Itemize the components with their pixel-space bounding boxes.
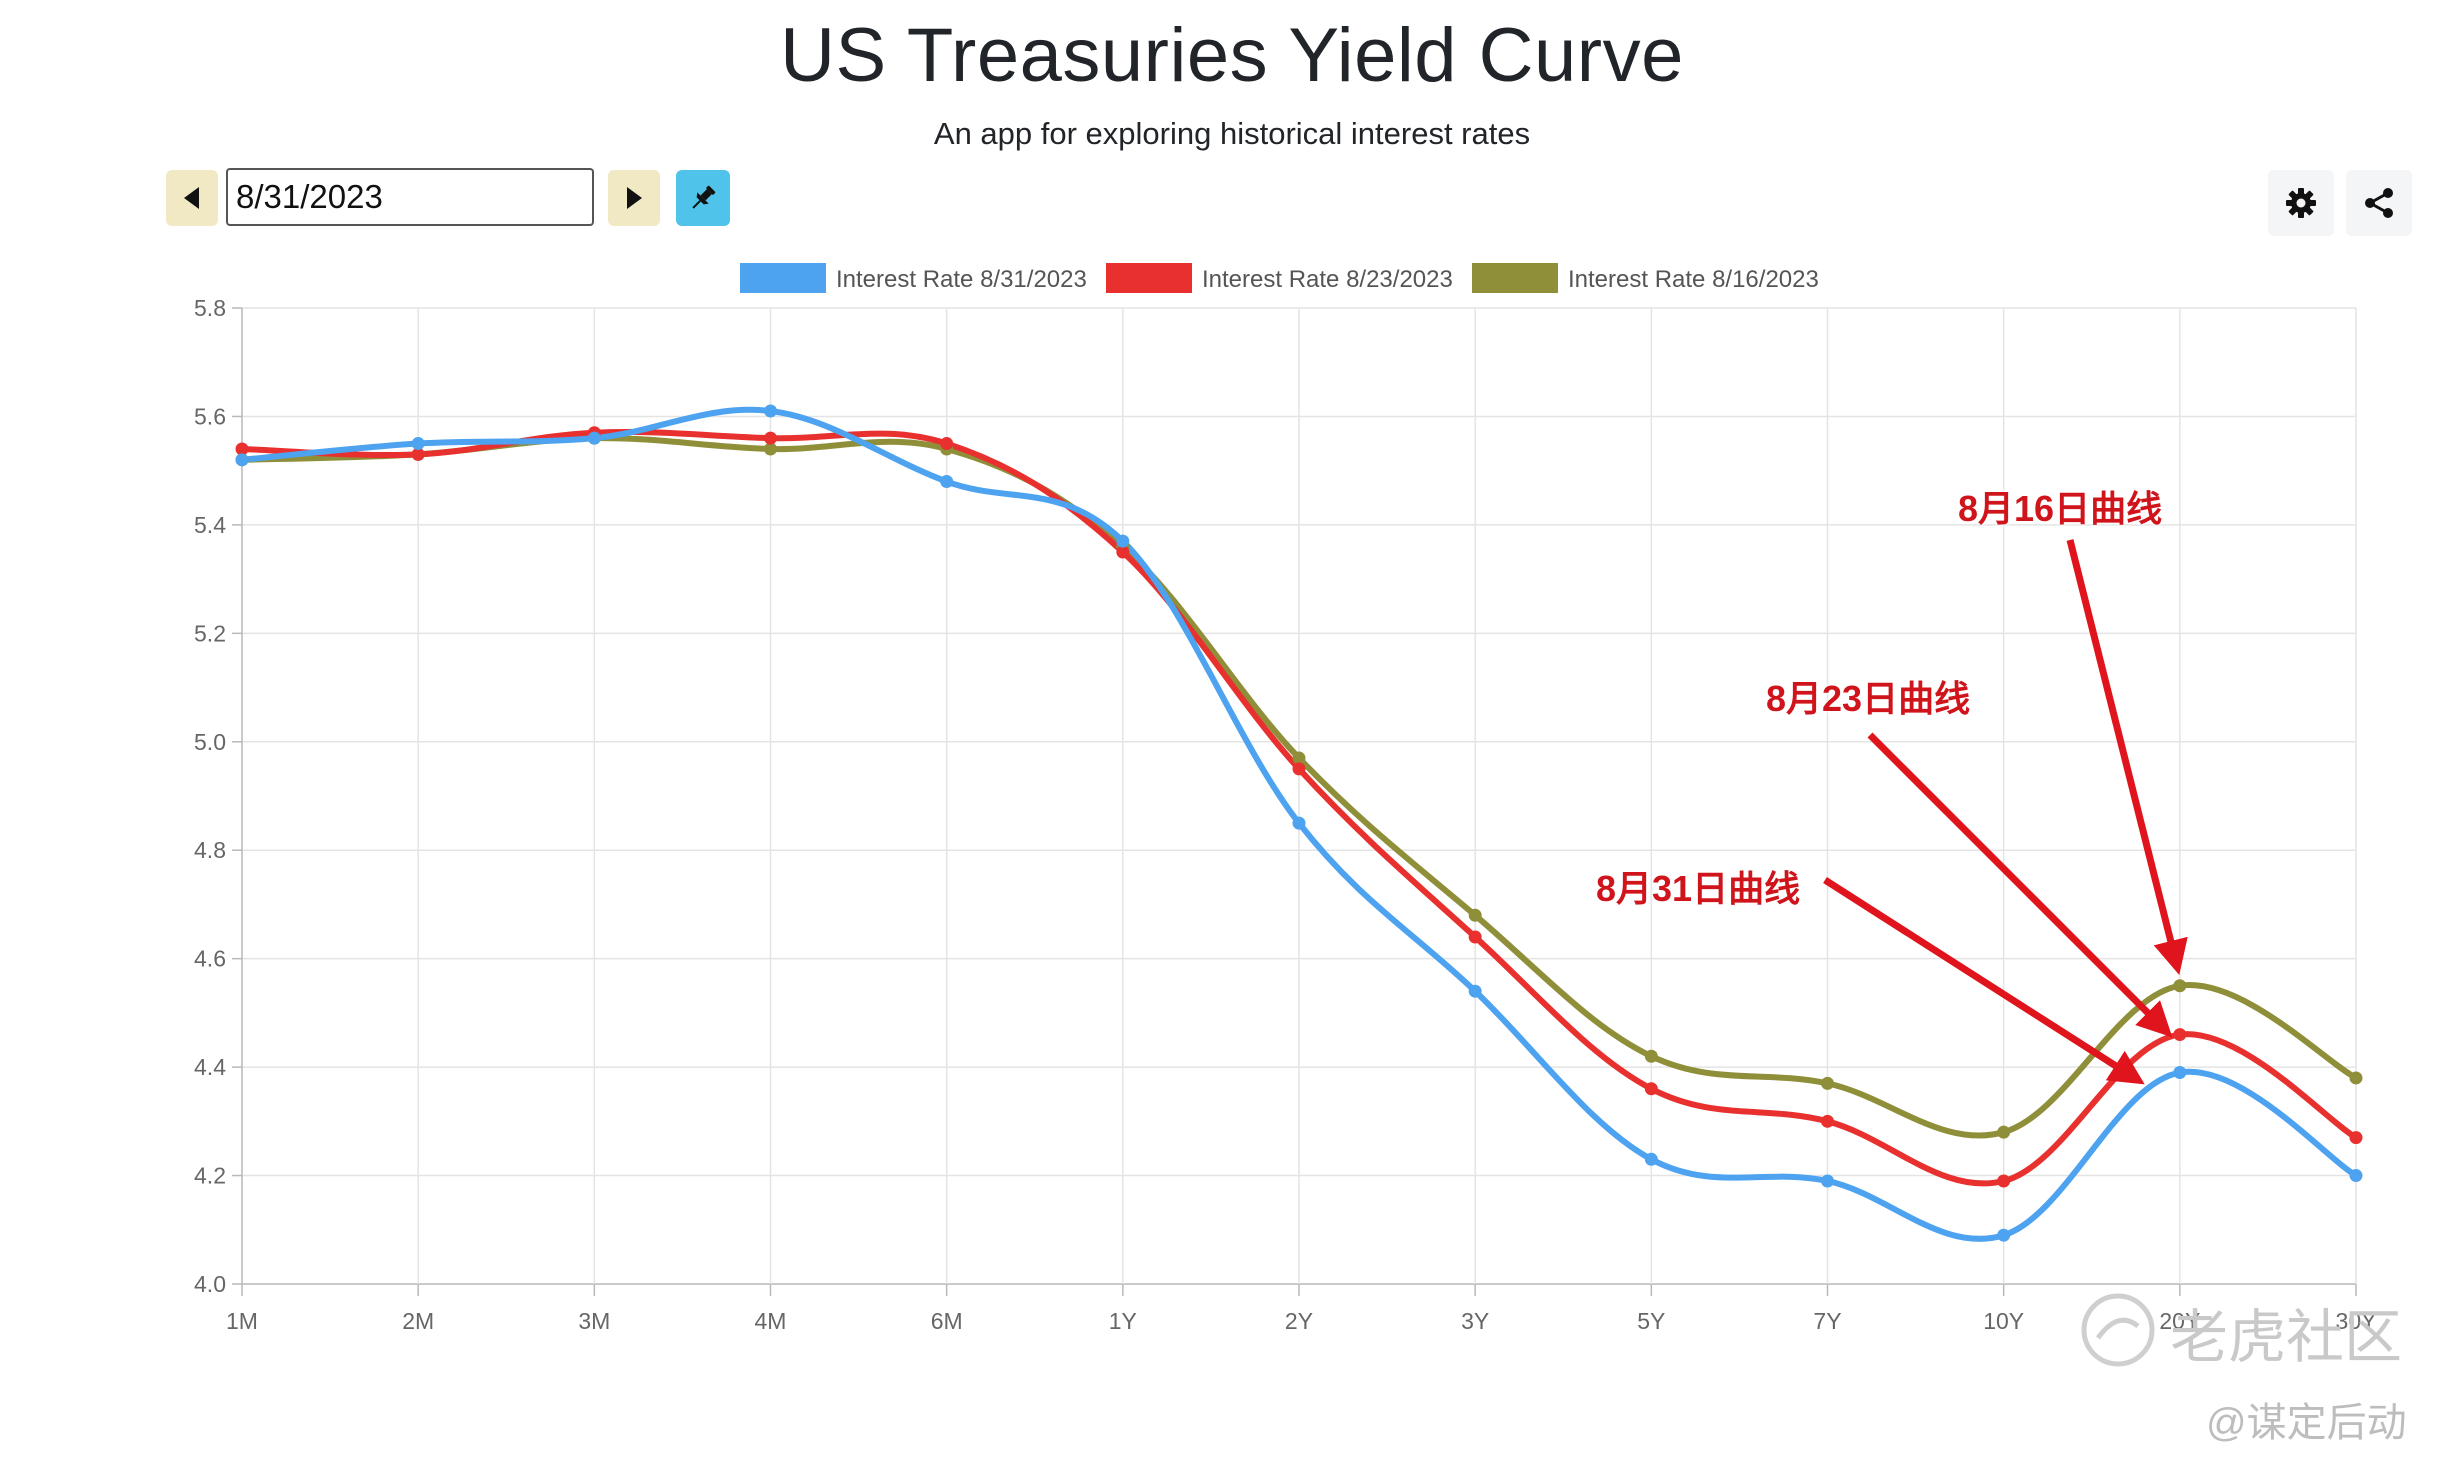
- x-tick-label: 7Y: [1813, 1308, 1841, 1334]
- axes: 4.0 4.2 4.4 4.6 4.8 5.0 5.2 5.4 5.6 5.8 1M 2M 3M 4M 6M…: [194, 295, 2376, 1334]
- legend-label: Interest Rate 8/23/2023: [1202, 266, 1453, 293]
- legend-label: Interest Rate 8/31/2023: [836, 266, 1087, 293]
- y-tick-label: 4.6: [194, 946, 226, 972]
- arrow-8-16: [2066, 539, 2188, 975]
- annotation-aug16: 8月16日曲线: [1958, 488, 2163, 529]
- data-point[interactable]: [1292, 762, 1306, 776]
- data-point[interactable]: [1821, 1174, 1834, 1188]
- x-tick-label: 5Y: [1637, 1308, 1665, 1334]
- y-tick-label: 4.0: [194, 1271, 226, 1297]
- pin-button[interactable]: [676, 170, 730, 226]
- watermark-logo-icon: [2081, 1293, 2155, 1367]
- legend-item[interactable]: Interest Rate 8/31/2023: [740, 263, 1087, 293]
- watermark-brand: 老虎社区: [2170, 1305, 2403, 1370]
- x-tick-label: 30Y: [2336, 1308, 2377, 1334]
- caret-right-icon: [627, 187, 642, 209]
- data-point[interactable]: [1292, 816, 1306, 830]
- data-point[interactable]: [2173, 1066, 2187, 1080]
- legend-label: Interest Rate 8/16/2023: [1568, 266, 1819, 293]
- data-point[interactable]: [1116, 534, 1130, 548]
- gear-icon: [2286, 188, 2316, 218]
- data-point[interactable]: [235, 442, 249, 456]
- x-tick-label: 3M: [578, 1308, 610, 1334]
- x-tick-label: 1Y: [1109, 1308, 1137, 1334]
- data-point[interactable]: [1644, 1152, 1658, 1166]
- annotation-aug31: 8月31日曲线: [1596, 868, 1801, 909]
- data-point[interactable]: [1116, 545, 1130, 559]
- y-tick-label: 5.6: [194, 403, 226, 429]
- legend-swatch: [1106, 263, 1192, 293]
- x-tick-label: 1M: [226, 1308, 258, 1334]
- y-tick-label: 5.0: [194, 729, 226, 755]
- grid: [232, 307, 2357, 1296]
- data-point[interactable]: [1468, 930, 1482, 944]
- x-tick-label: 2Y: [1285, 1308, 1313, 1334]
- y-tick-label: 5.2: [194, 620, 226, 646]
- data-point[interactable]: [1997, 1125, 2011, 1139]
- x-tick-label: 3Y: [1461, 1308, 1489, 1334]
- x-tick-label: 20Y: [2159, 1308, 2200, 1334]
- data-point[interactable]: [2349, 1169, 2363, 1183]
- page-subtitle: An app for exploring historical interest…: [933, 116, 1531, 151]
- data-point[interactable]: [764, 431, 777, 445]
- data-point[interactable]: [2349, 1071, 2363, 1085]
- data-point[interactable]: [1821, 1114, 1834, 1128]
- data-point[interactable]: [2349, 1131, 2363, 1145]
- series-line: [239, 406, 2359, 1242]
- x-tick-label: 10Y: [1983, 1308, 2024, 1334]
- arrow-8-23: [1867, 732, 2173, 1038]
- data-point[interactable]: [764, 404, 777, 418]
- data-point[interactable]: [1292, 751, 1306, 765]
- data-point[interactable]: [1644, 1049, 1658, 1063]
- arrow-8-31: [1823, 877, 2145, 1085]
- data-point[interactable]: [2173, 979, 2187, 993]
- x-tick-label: 6M: [931, 1308, 963, 1334]
- y-tick-label: 5.4: [194, 512, 226, 538]
- y-tick-label: 4.2: [194, 1163, 226, 1189]
- data-point[interactable]: [1997, 1228, 2011, 1242]
- data-point[interactable]: [411, 447, 425, 461]
- x-tick-label: 2M: [402, 1308, 434, 1334]
- y-tick-label: 4.4: [194, 1054, 226, 1080]
- previous-date-button[interactable]: [166, 170, 218, 226]
- share-icon: [2365, 188, 2393, 218]
- data-point[interactable]: [1468, 908, 1482, 922]
- share-button[interactable]: [2346, 170, 2412, 236]
- pin-icon: [692, 185, 716, 209]
- legend-item[interactable]: Interest Rate 8/23/2023: [1106, 263, 1453, 293]
- data-point[interactable]: [1468, 984, 1482, 998]
- page-title: US Treasuries Yield Curve: [780, 13, 1684, 98]
- data-point[interactable]: [2173, 1028, 2187, 1042]
- legend[interactable]: Interest Rate 8/31/2023 Interest Rate 8/2…: [740, 263, 1819, 293]
- annotation-aug23: 8月23日曲线: [1766, 678, 1971, 719]
- date-input[interactable]: [226, 168, 594, 226]
- legend-swatch: [1472, 263, 1558, 293]
- data-point[interactable]: [587, 431, 601, 445]
- legend-item[interactable]: Interest Rate 8/16/2023: [1472, 263, 1819, 293]
- y-tick-label: 5.8: [194, 295, 226, 321]
- data-point[interactable]: [940, 475, 954, 489]
- data-point[interactable]: [235, 453, 249, 467]
- caret-left-icon: [184, 187, 199, 209]
- next-date-button[interactable]: [608, 170, 660, 226]
- data-point[interactable]: [1821, 1076, 1834, 1090]
- data-point[interactable]: [1997, 1174, 2011, 1188]
- series-line: [239, 429, 2359, 1187]
- legend-swatch: [740, 263, 826, 293]
- series-lines: [239, 406, 2359, 1242]
- watermark-author: @谋定后动: [2206, 1401, 2407, 1445]
- data-point[interactable]: [940, 437, 954, 451]
- series-points[interactable]: [235, 404, 2363, 1242]
- annotation-arrows: [1823, 539, 2188, 1085]
- data-point[interactable]: [411, 437, 425, 451]
- x-tick-label: 4M: [755, 1308, 787, 1334]
- data-point[interactable]: [1644, 1082, 1658, 1096]
- data-point[interactable]: [764, 442, 777, 456]
- settings-button[interactable]: [2268, 170, 2334, 236]
- y-tick-label: 4.8: [194, 837, 226, 863]
